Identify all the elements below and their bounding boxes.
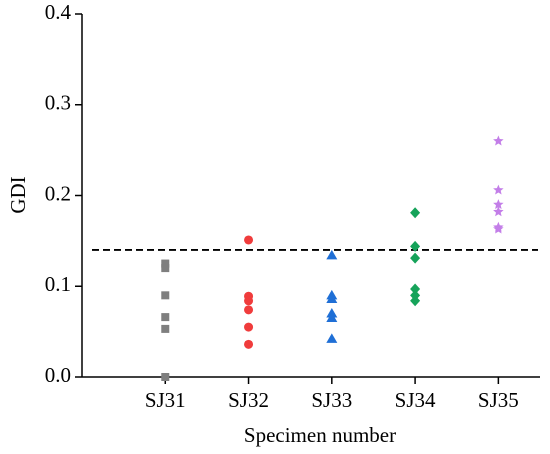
point: [244, 322, 254, 332]
point: [161, 324, 170, 333]
x-tick-label: SJ35: [478, 388, 519, 412]
point: [493, 184, 504, 195]
x-tick-label: SJ32: [228, 388, 269, 412]
point: [493, 199, 504, 209]
point: [244, 235, 254, 245]
point: [161, 291, 170, 300]
point: [326, 312, 338, 323]
y-tick-label: 0.0: [45, 363, 71, 387]
y-tick-label: 0.2: [45, 181, 71, 205]
point: [410, 240, 421, 252]
x-tick-label: SJ31: [145, 388, 186, 412]
point: [161, 264, 170, 273]
point: [244, 339, 254, 349]
y-axis-label: GDI: [6, 176, 30, 213]
point: [493, 223, 504, 234]
point: [244, 305, 254, 315]
point: [410, 207, 421, 219]
x-tick-label: SJ34: [395, 388, 436, 412]
y-tick-label: 0.4: [45, 0, 72, 24]
point: [326, 293, 338, 303]
y-tick-label: 0.3: [45, 91, 71, 115]
point: [493, 206, 504, 217]
point: [244, 296, 254, 306]
point: [161, 373, 170, 381]
point: [410, 252, 421, 264]
x-axis-label: Specimen number: [244, 423, 396, 447]
point: [493, 135, 504, 146]
x-tick-label: SJ33: [311, 388, 352, 412]
point: [161, 259, 170, 268]
point: [161, 313, 170, 322]
point: [326, 333, 338, 343]
y-tick-label: 0.1: [45, 272, 71, 296]
point: [326, 249, 338, 260]
point: [410, 283, 421, 295]
point: [410, 295, 421, 307]
